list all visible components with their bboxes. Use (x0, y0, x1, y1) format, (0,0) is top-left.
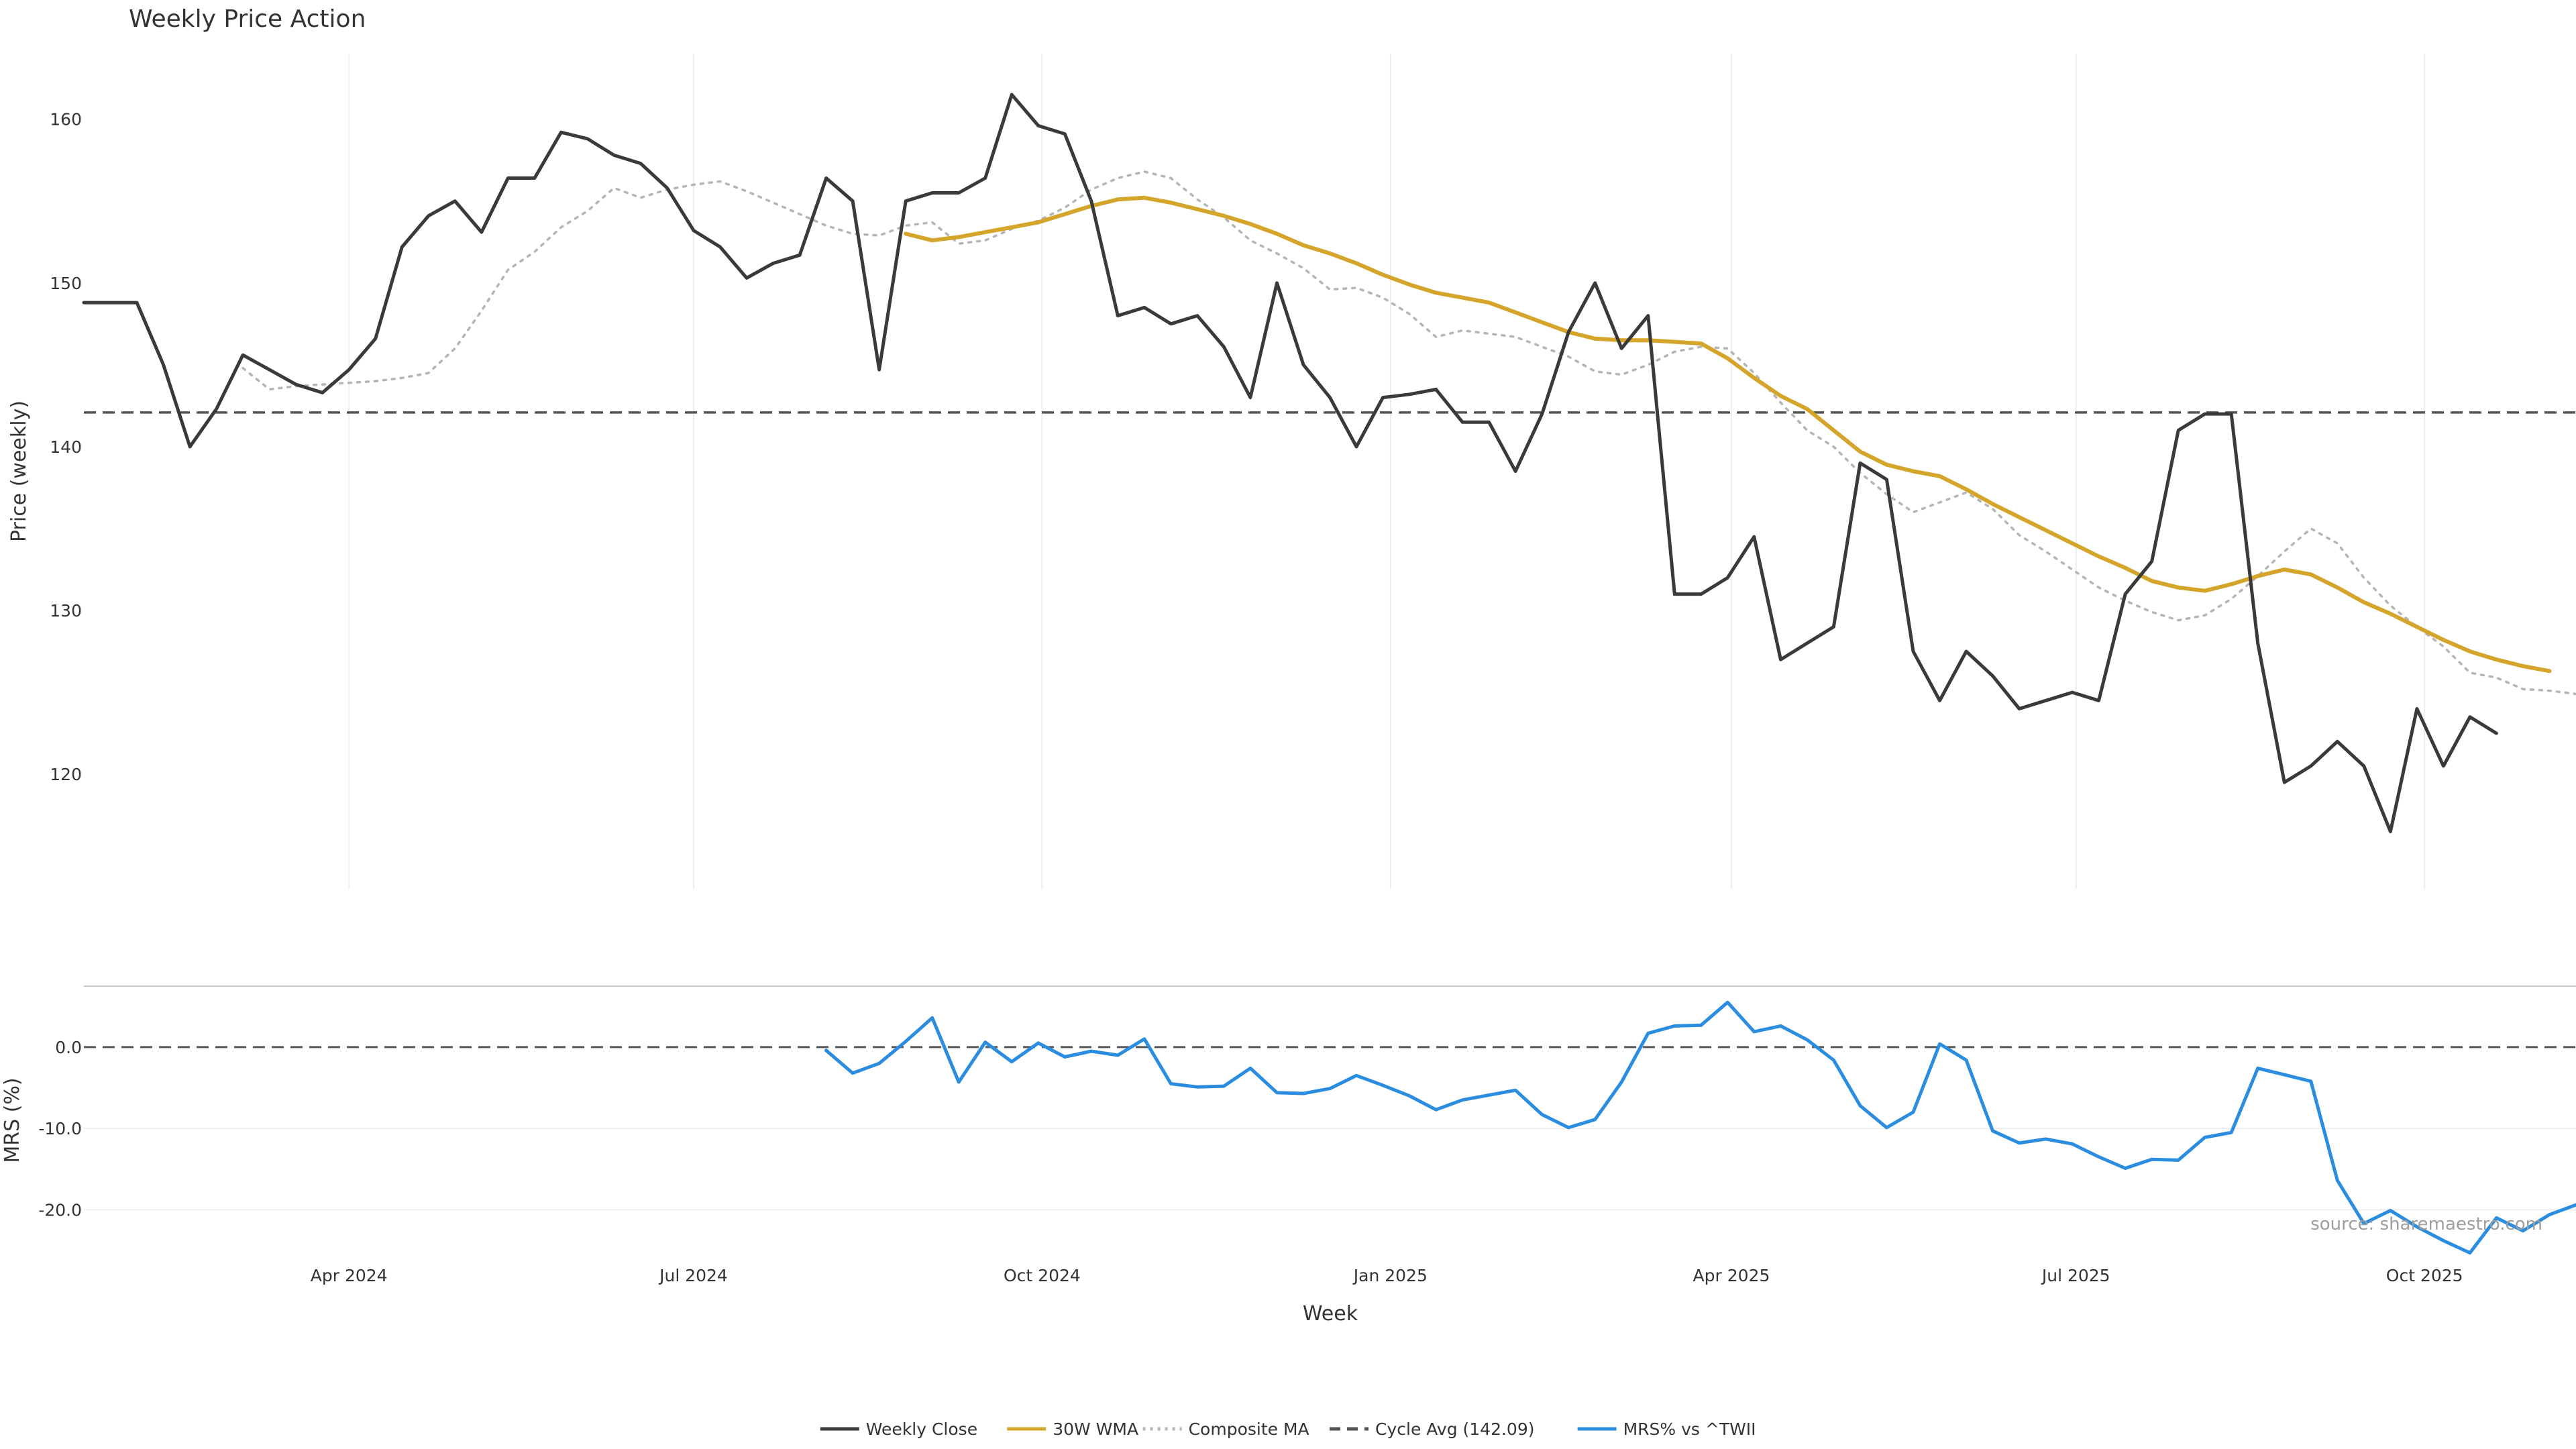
price-series (82, 93, 2576, 834)
legend-label: Composite MA (1189, 1419, 1309, 1439)
mrs-y-ticks: 0.0 -10.0 -20.0 (38, 1038, 82, 1220)
legend-label: 30W WMA (1053, 1419, 1138, 1439)
mrs-y-tick-label: -10.0 (38, 1119, 82, 1138)
mrs-series (824, 1000, 2576, 1255)
price-y-tick-label: 160 (50, 110, 82, 129)
legend-label: Cycle Avg (142.09) (1375, 1419, 1535, 1439)
x-tick-label: Jul 2024 (658, 1266, 728, 1285)
weekly-close-line (82, 93, 2498, 834)
x-tick-label: Jul 2025 (2041, 1266, 2110, 1285)
price-vertical-grid (348, 54, 2426, 889)
x-tick-label: Oct 2025 (2386, 1266, 2463, 1285)
chart-title: Weekly Price Action (129, 5, 366, 33)
price-panel: 120 130 140 150 160 Price (weekly) (7, 54, 2576, 889)
mrs-horizontal-grid (84, 1128, 2576, 1211)
x-axis-label: Week (1303, 1302, 1358, 1326)
mrs-y-tick-label: 0.0 (55, 1038, 82, 1057)
price-y-axis-label: Price (weekly) (7, 400, 31, 542)
x-tick-label: Apr 2025 (1693, 1266, 1770, 1285)
price-y-tick-label: 120 (50, 765, 82, 784)
x-tick-label: Oct 2024 (1004, 1266, 1081, 1285)
price-y-tick-label: 130 (50, 601, 82, 621)
legend: Weekly Close 30W WMA Composite MA Cycle Avg… (820, 1419, 1756, 1439)
mrs-y-tick-label: -20.0 (38, 1200, 82, 1220)
composite-ma-line (241, 170, 2576, 696)
mrs-line (824, 1000, 2576, 1255)
mrs-y-axis-label: MRS (%) (1, 1077, 24, 1163)
price-y-tick-label: 140 (50, 437, 82, 457)
x-tick-label: Apr 2024 (311, 1266, 388, 1285)
wma-30w-line (904, 195, 2552, 674)
mrs-panel: 0.0 -10.0 -20.0 MRS (%) source: sharemaest… (1, 985, 2576, 1255)
x-tick-label: Jan 2025 (1352, 1266, 1428, 1285)
price-y-ticks: 120 130 140 150 160 (50, 110, 82, 784)
price-y-tick-label: 150 (50, 274, 82, 293)
x-axis-ticks: Apr 2024 Jul 2024 Oct 2024 Jan 2025 Apr 2025… (311, 1266, 2463, 1285)
source-note: source: sharemaestro.com (2310, 1214, 2542, 1234)
legend-label: MRS% vs ^TWII (1623, 1419, 1756, 1439)
legend-label: Weekly Close (866, 1419, 977, 1439)
